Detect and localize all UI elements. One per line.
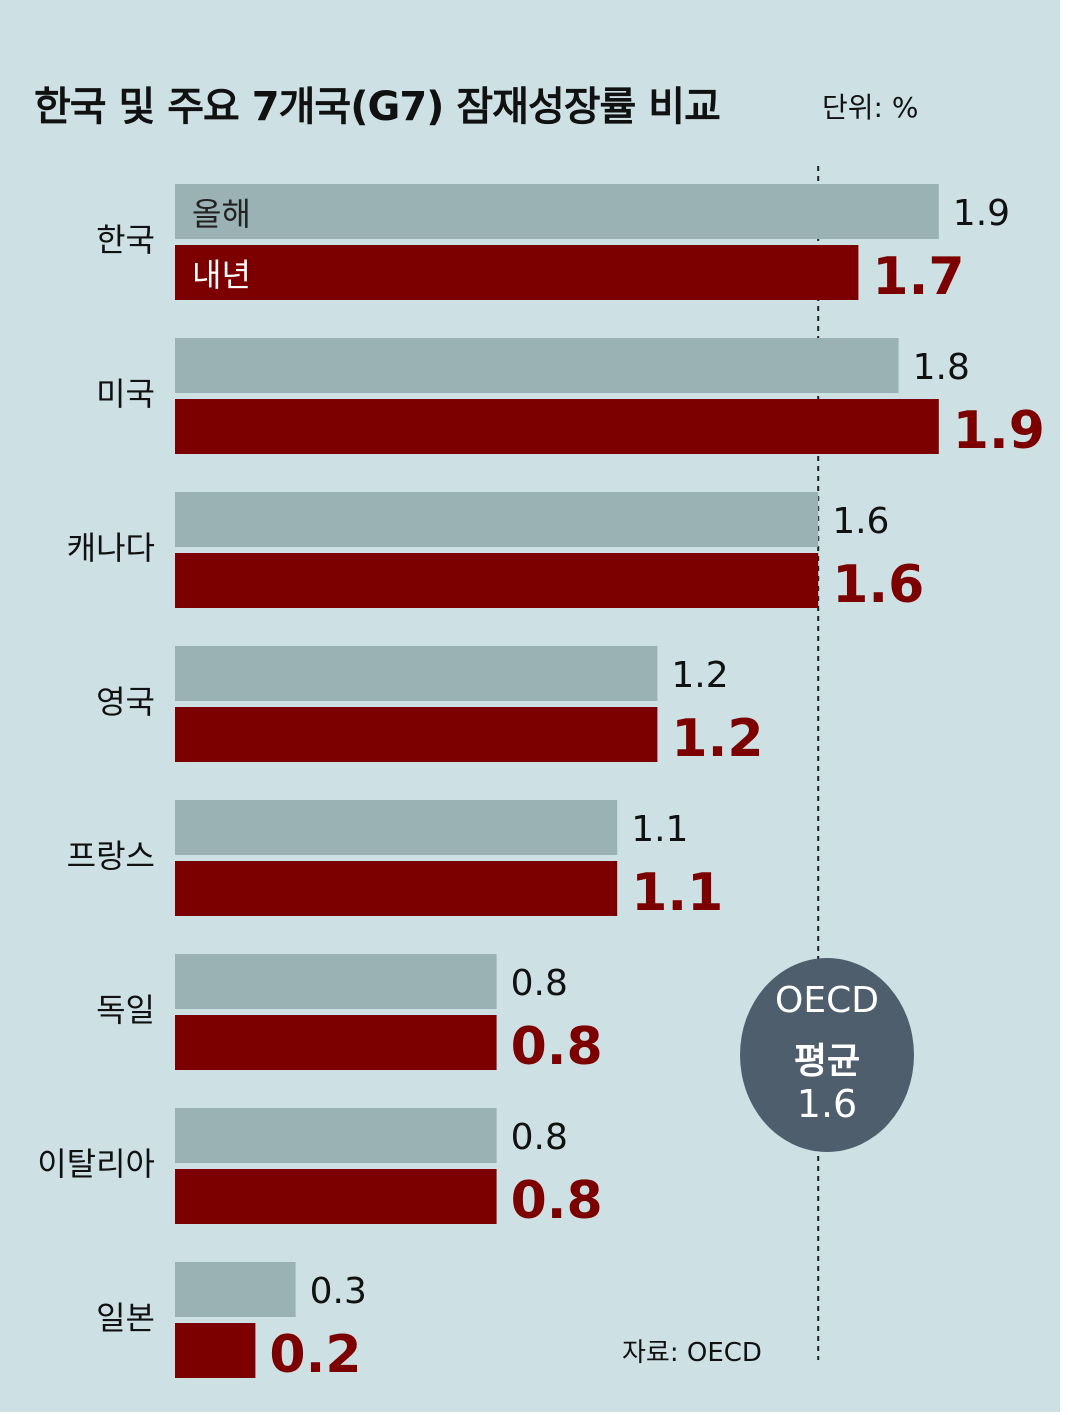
bar-next-year xyxy=(175,707,658,762)
bar-next-year xyxy=(175,245,859,300)
value-label-next-year: 1.1 xyxy=(631,863,723,923)
category-label: 미국 xyxy=(96,375,155,413)
bar-this-year xyxy=(175,184,939,239)
badge-line1: OECD xyxy=(775,980,879,1021)
bar-this-year xyxy=(175,492,819,547)
bar-this-year xyxy=(175,646,658,701)
chart-title: 한국 및 주요 7개국(G7) 잠재성장률 비교 xyxy=(34,84,721,130)
category-label: 영국 xyxy=(96,683,155,721)
bar-next-year xyxy=(175,1169,497,1224)
bar-next-year xyxy=(175,861,618,916)
badge-value: 1.6 xyxy=(796,1082,858,1126)
legend-next-year: 내년 xyxy=(192,256,251,294)
value-label-this-year: 1.2 xyxy=(671,655,728,696)
category-label: 독일 xyxy=(96,991,155,1029)
value-label-this-year: 1.9 xyxy=(953,193,1010,234)
category-label: 이탈리아 xyxy=(37,1145,155,1183)
bar-next-year xyxy=(175,1323,256,1378)
value-label-next-year: 0.8 xyxy=(511,1171,603,1231)
oecd-average-badge: OECD 평균 1.6 xyxy=(740,958,914,1152)
bar-next-year xyxy=(175,399,939,454)
category-label: 일본 xyxy=(96,1299,155,1337)
bar-this-year xyxy=(175,800,618,855)
value-label-this-year: 1.6 xyxy=(832,501,889,542)
category-label: 캐나다 xyxy=(67,529,155,567)
value-label-this-year: 0.3 xyxy=(310,1271,367,1312)
bar-this-year xyxy=(175,954,497,1009)
source-note: 자료: OECD xyxy=(622,1338,762,1368)
category-label: 프랑스 xyxy=(67,837,155,875)
legend-this-year: 올해 xyxy=(192,195,251,233)
unit-label: 단위: % xyxy=(822,91,919,124)
value-label-this-year: 1.8 xyxy=(913,347,970,388)
value-label-this-year: 0.8 xyxy=(511,963,568,1004)
bar-next-year xyxy=(175,553,819,608)
badge-line2: 평균 xyxy=(793,1041,861,1082)
value-label-this-year: 0.8 xyxy=(511,1117,568,1158)
value-label-next-year: 1.2 xyxy=(671,709,763,769)
value-label-next-year: 1.9 xyxy=(953,401,1045,461)
value-label-next-year: 1.7 xyxy=(872,247,964,307)
bar-next-year xyxy=(175,1015,497,1070)
value-label-next-year: 0.2 xyxy=(269,1325,361,1385)
category-label: 한국 xyxy=(96,221,155,259)
value-label-next-year: 0.8 xyxy=(511,1017,603,1077)
value-label-next-year: 1.6 xyxy=(832,555,924,615)
bar-this-year xyxy=(175,1108,497,1163)
bar-this-year xyxy=(175,1262,296,1317)
value-label-this-year: 1.1 xyxy=(631,809,688,850)
bar-this-year xyxy=(175,338,899,393)
